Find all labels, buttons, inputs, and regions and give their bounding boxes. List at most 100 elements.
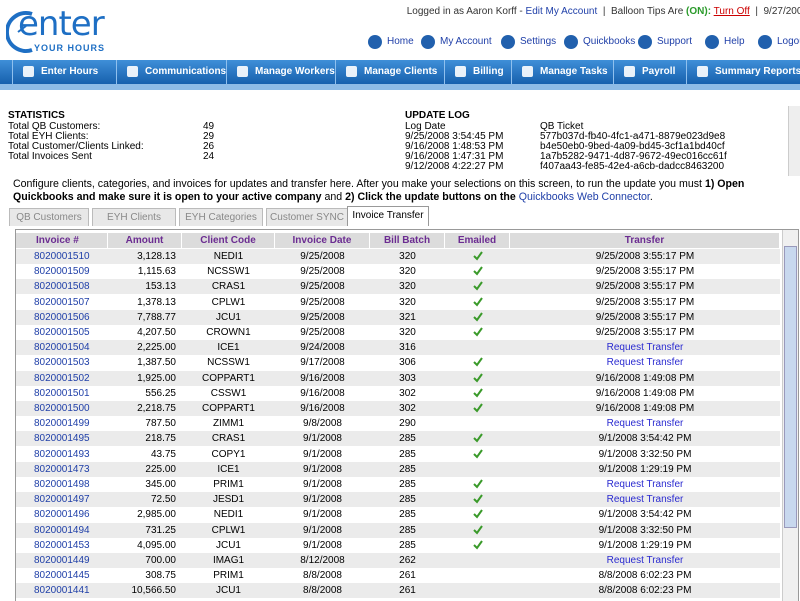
invoice-link[interactable]: 8020001493 xyxy=(16,447,108,462)
nav-item[interactable]: Manage Tasks xyxy=(511,60,613,84)
nav-item[interactable]: Communications xyxy=(116,60,226,84)
tab[interactable]: EYH Categories xyxy=(179,208,263,226)
invoice-link[interactable]: 8020001503 xyxy=(16,355,108,370)
top-link-icon xyxy=(705,35,719,49)
column-header: Client Code xyxy=(182,233,275,248)
top-link[interactable]: Home xyxy=(368,35,414,49)
emailed-cell xyxy=(445,325,510,340)
invoice-link[interactable]: 8020001506 xyxy=(16,310,108,325)
table-cell: 9/25/2008 3:55:17 PM xyxy=(510,249,780,264)
table-cell: 9/24/2008 xyxy=(275,340,370,355)
table-cell: NCSSW1 xyxy=(182,355,275,370)
column-header: Emailed xyxy=(445,233,510,248)
emailed-check xyxy=(473,479,483,489)
emailed-check xyxy=(473,494,483,504)
request-transfer-link[interactable]: Request Transfer xyxy=(510,355,780,370)
tab[interactable]: QB Customers xyxy=(9,208,89,226)
invoice-link[interactable]: 8020001508 xyxy=(16,279,108,294)
table-cell: 9/25/2008 3:55:17 PM xyxy=(510,310,780,325)
table-cell: 9/25/2008 3:55:17 PM xyxy=(510,279,780,294)
invoice-link[interactable]: 8020001495 xyxy=(16,431,108,446)
table-cell: 306 xyxy=(370,355,445,370)
invoice-link[interactable]: 8020001496 xyxy=(16,507,108,522)
invoice-link[interactable]: 8020001509 xyxy=(16,264,108,279)
table-cell: 308.75 xyxy=(108,568,182,583)
table-cell: 302 xyxy=(370,401,445,416)
table-cell: 4,207.50 xyxy=(108,325,182,340)
separator: | xyxy=(755,6,758,17)
tab[interactable]: Invoice Transfer xyxy=(347,206,429,226)
nav-item[interactable]: Summary Reports xyxy=(686,60,800,84)
nav-item[interactable]: Enter Hours xyxy=(12,60,116,84)
table-cell: 9/25/2008 xyxy=(275,325,370,340)
request-transfer-link[interactable]: Request Transfer xyxy=(510,416,780,431)
nav-item[interactable]: Manage Workers xyxy=(226,60,335,84)
stat-value: 24 xyxy=(203,151,214,162)
emailed-check xyxy=(473,327,483,337)
table-cell: 9/1/2008 xyxy=(275,447,370,462)
request-transfer-link[interactable]: Request Transfer xyxy=(510,340,780,355)
request-transfer-link[interactable]: Request Transfer xyxy=(510,553,780,568)
emailed-check xyxy=(473,540,483,550)
invoice-link[interactable]: 8020001505 xyxy=(16,325,108,340)
invoice-link[interactable]: 8020001501 xyxy=(16,386,108,401)
invoice-link[interactable]: 8020001504 xyxy=(16,340,108,355)
emailed-cell xyxy=(445,492,510,507)
emailed-check xyxy=(473,312,483,322)
invoice-link[interactable]: 8020001498 xyxy=(16,477,108,492)
invoice-link[interactable]: 8020001453 xyxy=(16,538,108,553)
table-scroll-thumb[interactable] xyxy=(784,246,797,528)
top-link-icon xyxy=(758,35,772,49)
nav-label: Billing xyxy=(473,66,504,77)
table-cell: 261 xyxy=(370,583,445,598)
top-link-icon xyxy=(638,35,652,49)
invoice-link[interactable]: 8020001510 xyxy=(16,249,108,264)
top-link[interactable]: Support xyxy=(638,35,692,49)
table-cell: 320 xyxy=(370,279,445,294)
nav-item[interactable]: Billing xyxy=(444,60,511,84)
top-link[interactable]: Help xyxy=(705,35,745,49)
nav-item[interactable]: Manage Clients xyxy=(335,60,444,84)
invoice-link[interactable]: 8020001441 xyxy=(16,583,108,598)
invoice-link[interactable]: 8020001499 xyxy=(16,416,108,431)
nav-item[interactable]: Payroll xyxy=(613,60,686,84)
top-link[interactable]: Logout xyxy=(758,35,800,49)
emailed-check xyxy=(473,373,483,383)
invoice-link[interactable]: 8020001497 xyxy=(16,492,108,507)
logo[interactable]: enter YOUR HOURS xyxy=(6,4,116,56)
turn-off-link[interactable]: Turn Off xyxy=(714,6,750,17)
table-cell: ICE1 xyxy=(182,462,275,477)
emailed-cell xyxy=(445,416,510,431)
top-link[interactable]: My Account xyxy=(421,35,492,49)
invoice-link[interactable]: 8020001449 xyxy=(16,553,108,568)
invoice-link[interactable]: 8020001500 xyxy=(16,401,108,416)
invoice-link[interactable]: 8020001502 xyxy=(16,371,108,386)
table-cell: 2,985.00 xyxy=(108,507,182,522)
top-link[interactable]: Settings xyxy=(501,35,556,49)
edit-account-link[interactable]: Edit My Account xyxy=(526,6,598,17)
tab[interactable]: Customer SYNC xyxy=(266,208,348,226)
invoice-link[interactable]: 8020001445 xyxy=(16,568,108,583)
top-link[interactable]: Quickbooks xyxy=(564,35,635,49)
request-transfer-link[interactable]: Request Transfer xyxy=(510,477,780,492)
table-cell: 261 xyxy=(370,568,445,583)
table-cell: 9/16/2008 1:49:08 PM xyxy=(510,386,780,401)
request-transfer-link[interactable]: Request Transfer xyxy=(510,492,780,507)
top-link-label: Logout xyxy=(777,36,800,47)
tab[interactable]: EYH Clients xyxy=(92,208,176,226)
table-cell: 1,925.00 xyxy=(108,371,182,386)
table-cell: 285 xyxy=(370,462,445,477)
web-connector-link[interactable]: Quickbooks Web Connector xyxy=(519,191,650,203)
log-scrollbar[interactable] xyxy=(788,106,800,176)
emailed-check xyxy=(473,509,483,519)
invoice-link[interactable]: 8020001494 xyxy=(16,523,108,538)
table-cell: 285 xyxy=(370,431,445,446)
invoice-link[interactable]: 8020001507 xyxy=(16,295,108,310)
table-cell: 1,387.50 xyxy=(108,355,182,370)
emailed-check xyxy=(473,403,483,413)
invoice-link[interactable]: 8020001473 xyxy=(16,462,108,477)
